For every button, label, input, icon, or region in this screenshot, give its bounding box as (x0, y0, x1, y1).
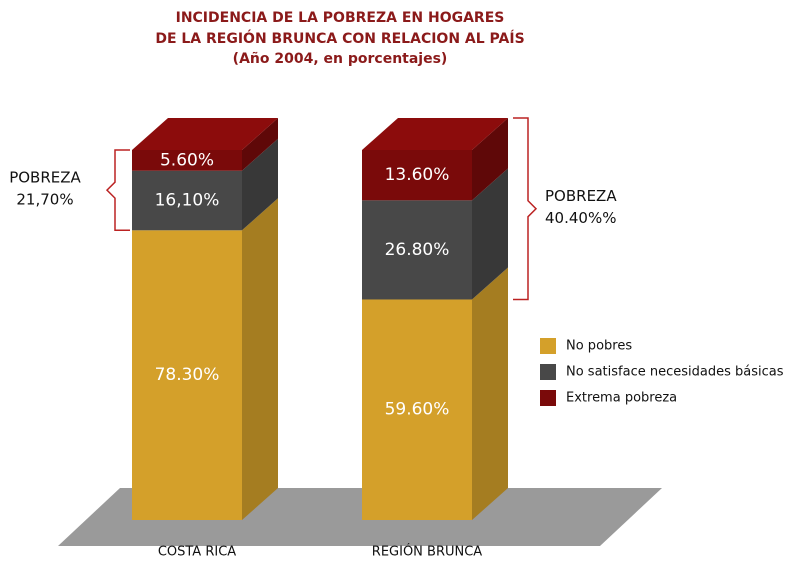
chart-title: INCIDENCIA DE LA POBREZA EN HOGARES (176, 10, 505, 26)
value-label: 5.60% (160, 150, 214, 170)
bar (132, 230, 242, 521)
annotation-value: 40.40%% (545, 209, 616, 227)
bar-side (472, 168, 508, 300)
value-label: 16,10% (155, 191, 220, 211)
bar-side (472, 118, 508, 201)
legend-label: No satisface necesidades básicas (566, 365, 784, 380)
chart-subtitle: (Año 2004, en porcentajes) (233, 51, 448, 67)
legend-label: No pobres (566, 339, 632, 354)
chart-title: DE LA REGIÓN BRUNCA CON RELACION AL PAÍS (155, 29, 524, 47)
bar-top (362, 118, 508, 150)
value-label: 26.80% (385, 240, 450, 260)
legend-label: Extrema pobreza (566, 391, 677, 406)
bar (132, 170, 242, 231)
x-tick-label: COSTA RICA (158, 545, 236, 560)
bar (362, 200, 472, 300)
value-label: 78.30% (155, 365, 220, 385)
bar-top (132, 118, 278, 150)
annotation-title: POBREZA (9, 169, 81, 187)
bar (362, 150, 472, 201)
value-label: 13.60% (385, 165, 450, 185)
bar-side (472, 267, 508, 520)
x-tick-label: REGIÓN BRUNCA (372, 544, 483, 560)
legend-swatch (540, 364, 556, 380)
bar-side (242, 118, 278, 171)
bar (132, 150, 242, 171)
brace (105, 149, 130, 232)
bar-side (242, 138, 278, 231)
value-label: 59.60% (385, 400, 450, 420)
annotation-title: POBREZA (545, 187, 617, 205)
brace (513, 117, 538, 301)
legend-swatch (540, 338, 556, 354)
annotation-value: 21,70% (16, 191, 73, 209)
bar (362, 299, 472, 520)
legend-swatch (540, 390, 556, 406)
bar-side (242, 198, 278, 521)
